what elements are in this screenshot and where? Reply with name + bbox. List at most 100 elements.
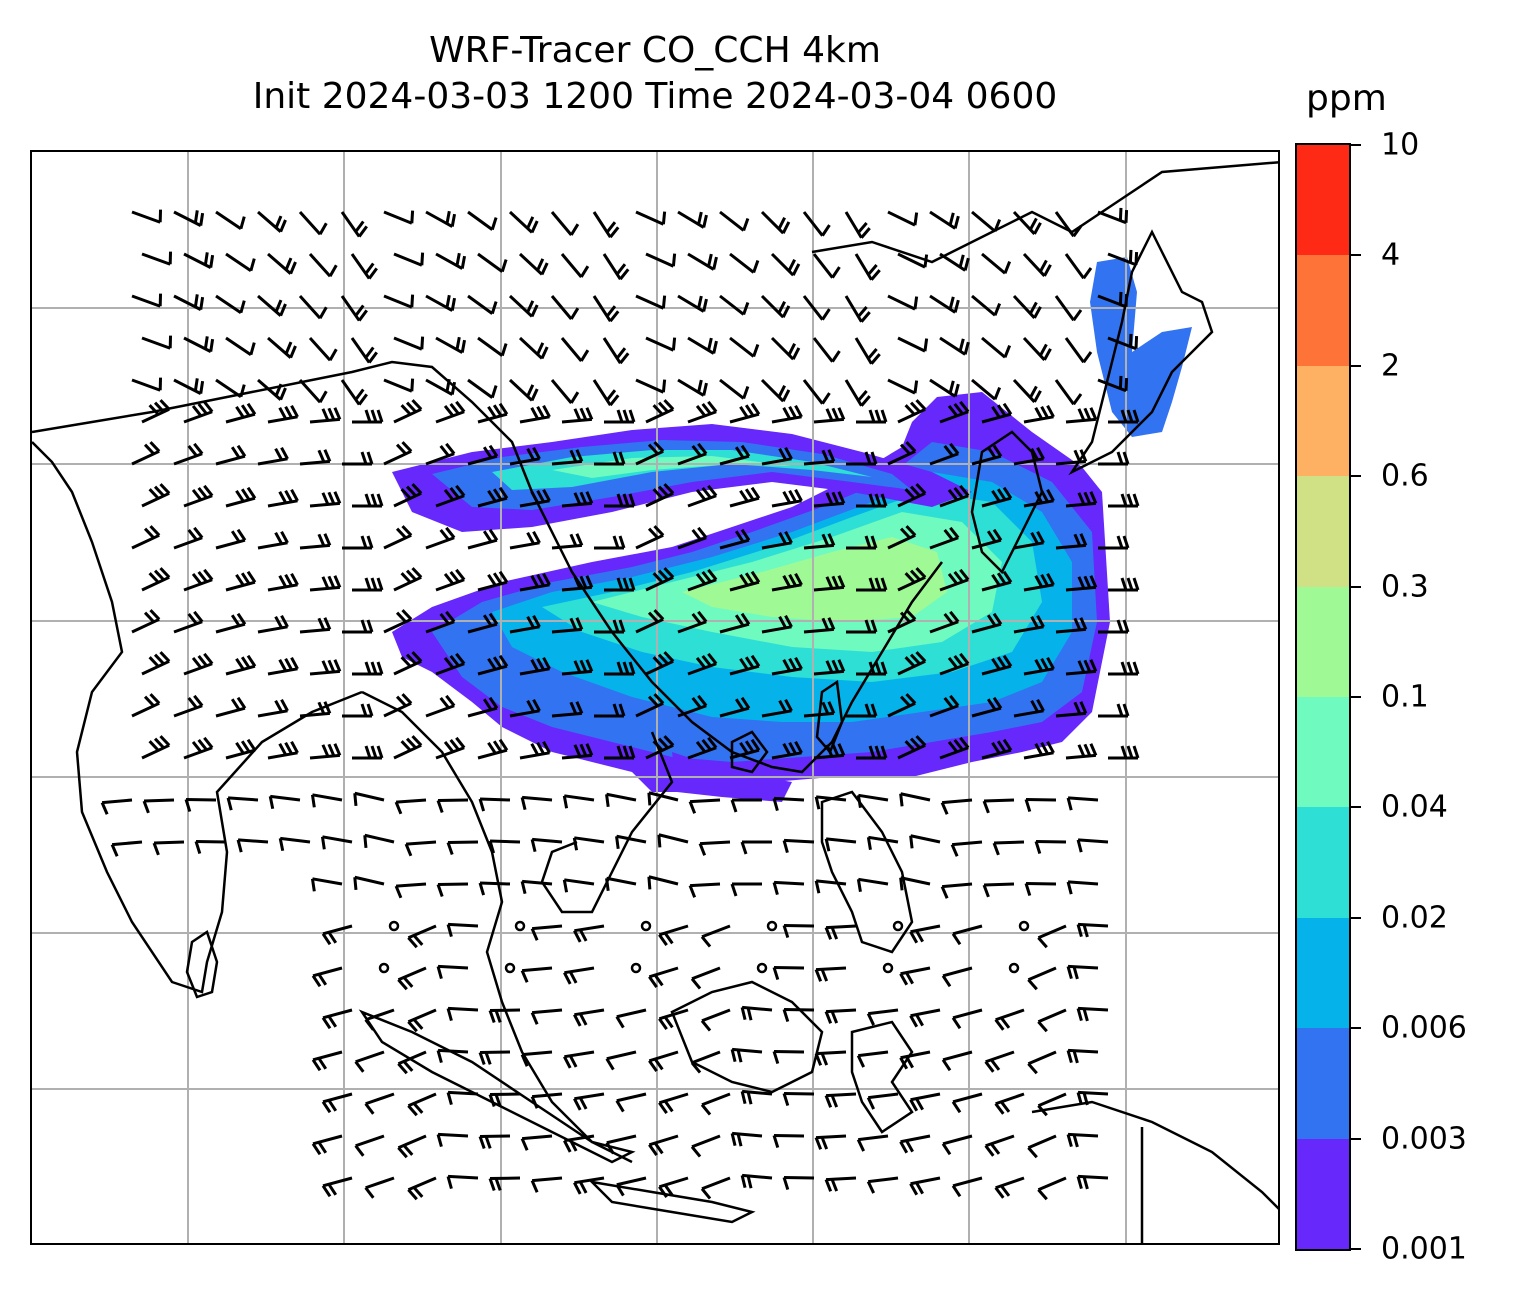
wind-barb	[981, 336, 1012, 359]
wind-barb	[225, 252, 256, 273]
wind-barb	[909, 924, 941, 944]
wind-barb	[436, 964, 469, 980]
wind-barb	[658, 1008, 689, 1030]
wind-barb	[690, 1050, 721, 1074]
wind-barb	[383, 693, 413, 718]
wind-barb	[615, 1008, 647, 1029]
wind-barb	[1054, 211, 1083, 238]
wind-barb	[635, 525, 665, 550]
wind-barb	[321, 1008, 353, 1030]
wind-barb	[530, 837, 563, 853]
colorbar-segment	[1297, 1138, 1349, 1249]
colorbar	[1295, 143, 1351, 1251]
wind-barb	[1023, 488, 1055, 508]
tracer-plume	[392, 257, 1192, 802]
wind-barb	[478, 881, 511, 896]
wind-barb	[770, 336, 801, 361]
wind-barb	[530, 924, 563, 941]
wind-barb	[518, 336, 549, 360]
wind-barb	[573, 1008, 605, 1027]
wind-barb	[856, 493, 888, 508]
wind-barb	[478, 1050, 511, 1065]
wind-barb	[310, 793, 343, 808]
wind-barb	[141, 335, 173, 350]
wind-barb	[561, 491, 594, 508]
wind-barb	[635, 609, 665, 634]
wind-barb	[813, 407, 846, 424]
colorbar-tick	[1351, 1027, 1361, 1030]
wind-barb	[520, 879, 553, 895]
colorbar-segment	[1297, 476, 1349, 587]
wind-barb	[173, 210, 205, 227]
wind-barb	[814, 1134, 847, 1150]
wind-barb	[939, 568, 970, 592]
wind-barb	[803, 617, 836, 634]
wind-barb	[446, 1006, 479, 1022]
wind-barb	[604, 661, 636, 676]
wind-barb	[615, 1092, 647, 1113]
wind-barb	[982, 882, 1015, 898]
wind-barb	[340, 379, 368, 406]
wind-barb	[131, 525, 161, 550]
colorbar-tick	[1351, 475, 1361, 478]
wind-barb	[550, 295, 580, 320]
wind-barb	[887, 294, 919, 311]
wind-barb	[573, 1092, 605, 1111]
wind-barb	[899, 1134, 931, 1154]
wind-barb	[435, 400, 466, 424]
wind-barb	[1065, 491, 1098, 508]
wind-barb	[604, 745, 636, 760]
wind-barb	[719, 210, 750, 232]
wind-barb	[141, 483, 171, 508]
wind-barb	[342, 451, 374, 466]
wind-barb	[488, 1092, 521, 1107]
wind-barb	[730, 882, 762, 897]
wind-barb	[467, 378, 498, 399]
wind-barbs	[100, 207, 1140, 1201]
wind-barb	[719, 528, 751, 550]
wind-barb	[1107, 333, 1139, 351]
wind-barb	[1098, 535, 1130, 550]
wind-barb	[594, 619, 626, 634]
wind-barb	[407, 1176, 437, 1201]
wind-barb	[856, 1134, 889, 1152]
wind-barb	[844, 295, 871, 323]
wind-barb	[340, 211, 368, 238]
wind-barb	[856, 793, 889, 809]
wind-barb	[909, 1008, 941, 1028]
wind-barb	[897, 483, 927, 508]
wind-barb	[951, 1092, 983, 1114]
wind-barb	[760, 210, 791, 235]
wind-barb	[1054, 295, 1083, 322]
wind-barb	[183, 336, 215, 353]
calm-marker	[756, 962, 768, 974]
wind-barb	[131, 609, 161, 634]
wind-barb	[994, 1092, 1025, 1115]
wind-barb	[981, 738, 1013, 760]
wind-barb	[551, 449, 584, 466]
wind-barb	[467, 210, 498, 231]
wind-barb	[152, 840, 185, 856]
wind-barb	[771, 404, 803, 424]
wind-barb	[772, 965, 805, 980]
wind-barb	[561, 743, 594, 760]
wind-barb	[299, 617, 332, 634]
wind-barb	[647, 875, 679, 890]
wind-barb	[1055, 533, 1088, 550]
colorbar-tick	[1351, 696, 1361, 698]
colorbar-tick	[1351, 806, 1361, 809]
wind-barb	[981, 570, 1013, 592]
wind-barb	[478, 1134, 511, 1149]
wind-barb	[771, 656, 803, 676]
wind-barb	[100, 798, 133, 815]
wind-barb	[700, 1008, 731, 1032]
wind-barb	[856, 1050, 889, 1068]
wind-barb	[393, 399, 423, 424]
wind-barb	[342, 703, 374, 718]
wind-barb	[435, 336, 467, 354]
wind-barb	[215, 210, 246, 231]
colorbar-ticks: 0.001 0.003 0.006 0.02 0.04 0.1 0.3 0.6 2 4 10	[1351, 128, 1528, 1267]
wind-barb	[142, 798, 175, 814]
wind-barb	[951, 1176, 983, 1198]
wind-barb	[984, 1134, 1015, 1157]
